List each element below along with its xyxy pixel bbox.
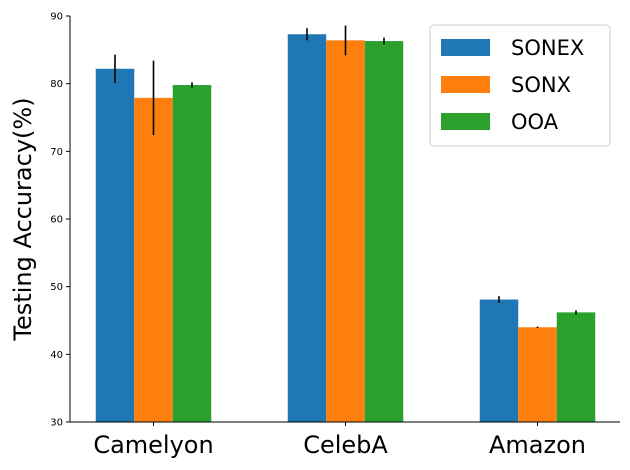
bar-sonx-camelyon xyxy=(134,97,173,423)
bar-ooa-camelyon xyxy=(172,85,212,423)
legend-swatch-sonex xyxy=(441,39,490,56)
x-tick-label-amazon: Amazon xyxy=(489,431,586,459)
x-tick-label-camelyon: Camelyon xyxy=(93,431,213,459)
legend-label-sonx: SONX xyxy=(511,73,571,97)
bar-ooa-celeba xyxy=(364,41,404,422)
y-tick-label-50: 50 xyxy=(50,282,63,293)
legend-swatch-ooa xyxy=(441,113,490,130)
bars-group xyxy=(95,34,596,423)
bar-sonx-amazon xyxy=(518,327,557,422)
legend-swatch-sonx xyxy=(441,76,490,93)
legend: SONEX SONX OOA xyxy=(429,24,611,147)
y-tick-label-90: 90 xyxy=(50,12,63,23)
bar-sonex-camelyon xyxy=(95,68,135,422)
y-tick-label-60: 60 xyxy=(50,215,63,226)
y-tick-label-70: 70 xyxy=(50,147,63,158)
legend-label-sonex: SONEX xyxy=(511,36,584,60)
y-axis-label: Testing Accuracy(%) xyxy=(9,97,37,341)
y-tick-label-80: 80 xyxy=(50,79,63,90)
bar-sonex-celeba xyxy=(287,34,327,423)
y-tick-label-30: 30 xyxy=(50,418,63,429)
bar-ooa-amazon xyxy=(556,312,596,422)
bar-sonex-amazon xyxy=(479,299,519,422)
y-tick-label-40: 40 xyxy=(50,350,63,361)
bar-sonx-celeba xyxy=(326,40,365,423)
legend-label-ooa: OOA xyxy=(511,110,559,134)
y-ticks-group: 30 40 50 60 70 80 90 xyxy=(50,12,70,429)
error-bars-group xyxy=(114,25,577,328)
x-tick-label-celeba: CelebA xyxy=(303,431,388,459)
x-ticks-group: Camelyon CelebA Amazon xyxy=(93,422,586,459)
